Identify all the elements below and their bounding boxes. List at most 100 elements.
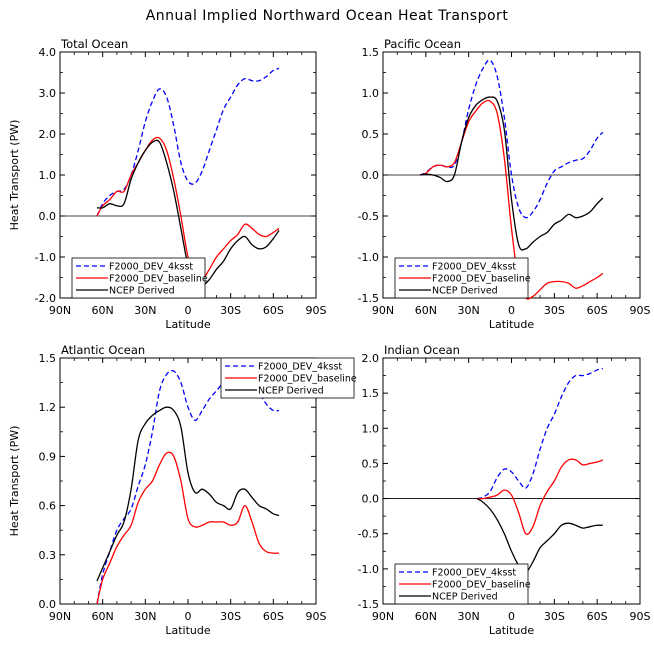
atlantic-ocean-xtick-label: 30S: [220, 610, 241, 623]
total-ocean-xlabel: Latitude: [165, 318, 211, 331]
pacific-ocean-ytick-label: 1.0: [362, 87, 380, 100]
indian-ocean-ytick-label: 2.0: [362, 352, 380, 365]
total-ocean-xtick-label: 30N: [134, 304, 156, 317]
atlantic-ocean-series-f2000-dev-4ksst: [96, 360, 280, 605]
atlantic-ocean-series-ncep-derived: [96, 406, 280, 582]
atlantic-ocean-legend-label-f2000-dev-baseline: F2000_DEV_baseline: [258, 374, 357, 385]
total-ocean-xtick-label: 60S: [263, 304, 284, 317]
pacific-ocean-series-ncep-derived: [420, 96, 604, 251]
total-ocean-xtick-label: 60N: [92, 304, 114, 317]
atlantic-ocean-ytick-label: 1.5: [39, 352, 57, 365]
atlantic-ocean-ylabel: Heat Transport (PW): [8, 426, 21, 537]
pacific-ocean-ytick-label: 1.5: [362, 46, 380, 59]
pacific-ocean-xtick-label: 60S: [587, 304, 608, 317]
pacific-ocean-xtick-label: 0: [508, 304, 515, 317]
indian-ocean-ytick-label: -1.5: [358, 598, 379, 611]
total-ocean-panel: Total Ocean -2.0 -1.0 0.0 1.0 2.0 3.0 4.0 90N 60N…: [8, 37, 327, 331]
indian-ocean-ytick-label: 0.5: [362, 457, 380, 470]
total-ocean-legend-label-f2000-dev-baseline: F2000_DEV_baseline: [109, 274, 208, 285]
indian-ocean-xlabel: Latitude: [489, 624, 535, 637]
atlantic-ocean-ytick-label: 0.9: [39, 450, 57, 463]
total-ocean-legend-label-f2000-dev-4ksst: F2000_DEV_4ksst: [109, 262, 193, 273]
pacific-ocean-legend-label-f2000-dev-baseline: F2000_DEV_baseline: [432, 274, 531, 285]
total-ocean-title: Total Ocean: [60, 37, 128, 51]
indian-ocean-series-f2000-dev-4ksst: [477, 367, 604, 500]
pacific-ocean-xtick-label: 90S: [630, 304, 651, 317]
total-ocean-ytick-label: 3.0: [39, 87, 57, 100]
pacific-ocean-xtick-label: 60N: [415, 304, 437, 317]
indian-ocean-ytick-label: -1.0: [358, 563, 379, 576]
pacific-ocean-title: Pacific Ocean: [384, 37, 461, 51]
atlantic-ocean-ytick-label: 0.3: [39, 549, 57, 562]
atlantic-ocean-xtick-label: 0: [185, 610, 192, 623]
indian-ocean-legend-label-f2000-dev-4ksst: F2000_DEV_4ksst: [432, 568, 516, 579]
total-ocean-legend-label-ncep-derived: NCEP Derived: [109, 286, 175, 297]
atlantic-ocean-ytick-label: 1.2: [39, 401, 57, 414]
indian-ocean-xtick-label: 30S: [544, 610, 565, 623]
indian-ocean-ytick-label: -0.5: [358, 528, 379, 541]
total-ocean-xtick-label: 0: [185, 304, 192, 317]
total-ocean-xtick-label: 90N: [49, 304, 71, 317]
total-ocean-ytick-label: 0.0: [39, 210, 57, 223]
indian-ocean-title: Indian Ocean: [384, 343, 460, 357]
pacific-ocean-series-f2000-dev-4ksst: [419, 59, 604, 219]
atlantic-ocean-title: Atlantic Ocean: [61, 343, 145, 357]
indian-ocean-series-ncep-derived: [476, 498, 603, 574]
total-ocean-ytick-label: 4.0: [39, 46, 57, 59]
panels: Total Ocean -2.0 -1.0 0.0 1.0 2.0 3.0 4.0 90N 60N…: [8, 37, 651, 637]
atlantic-ocean-legend-label-f2000-dev-4ksst: F2000_DEV_4ksst: [258, 362, 342, 373]
atlantic-ocean-xlabel: Latitude: [165, 624, 211, 637]
indian-ocean-legend-label-f2000-dev-baseline: F2000_DEV_baseline: [432, 580, 531, 591]
atlantic-ocean-xtick-label: 60S: [263, 610, 284, 623]
figure-title: Annual Implied Northward Ocean Heat Tran…: [146, 8, 509, 24]
pacific-ocean-panel: Pacific Ocean -1.5 -1.0 -0.5 0.0 0.5 1.0 1.5 90N…: [358, 37, 651, 331]
indian-ocean-legend-label-ncep-derived: NCEP Derived: [432, 592, 498, 603]
pacific-ocean-ytick-label: -1.5: [358, 292, 379, 305]
total-ocean-ytick-label: -1.0: [35, 251, 56, 264]
pacific-ocean-ytick-label: -1.0: [358, 251, 379, 264]
pacific-ocean-legend-label-ncep-derived: NCEP Derived: [432, 286, 498, 297]
total-ocean-ytick-label: -2.0: [35, 292, 56, 305]
atlantic-ocean-ytick-label: 0.6: [39, 500, 57, 513]
pacific-ocean-legend-label-f2000-dev-4ksst: F2000_DEV_4ksst: [432, 262, 516, 273]
indian-ocean-xtick-label: 60N: [415, 610, 437, 623]
indian-ocean-xtick-label: 90S: [630, 610, 651, 623]
indian-ocean-panel: Indian Ocean -1.5 -1.0 -0.5 0.0 0.5 1.0 1.5 2.0 9…: [358, 343, 651, 637]
indian-ocean-xtick-label: 0: [508, 610, 515, 623]
total-ocean-xtick-label: 90S: [306, 304, 327, 317]
total-ocean-ytick-label: 1.0: [39, 169, 57, 182]
total-ocean-series-f2000-dev-baseline: [96, 136, 280, 282]
indian-ocean-ytick-label: 1.5: [362, 387, 380, 400]
total-ocean-ytick-label: 2.0: [39, 128, 57, 141]
indian-ocean-ytick-label: 0.0: [362, 493, 380, 506]
atlantic-ocean-xtick-label: 30N: [134, 610, 156, 623]
indian-ocean-xtick-label: 60S: [587, 610, 608, 623]
total-ocean-xtick-label: 30S: [220, 304, 241, 317]
pacific-ocean-xtick-label: 30S: [544, 304, 565, 317]
indian-ocean-xtick-label: 30N: [458, 610, 480, 623]
atlantic-ocean-ytick-label: 0.0: [39, 598, 57, 611]
atlantic-ocean-xtick-label: 60N: [92, 610, 114, 623]
pacific-ocean-ytick-label: 0.5: [362, 128, 380, 141]
total-ocean-ylabel: Heat Transport (PW): [8, 120, 21, 231]
indian-ocean-series-f2000-dev-baseline: [477, 458, 604, 535]
pacific-ocean-ytick-label: 0.0: [362, 169, 380, 182]
pacific-ocean-ytick-label: -0.5: [358, 210, 379, 223]
pacific-ocean-xtick-label: 90N: [372, 304, 394, 317]
pacific-ocean-xtick-label: 30N: [458, 304, 480, 317]
atlantic-ocean-xtick-label: 90S: [306, 610, 327, 623]
atlantic-ocean-legend-label-ncep-derived: NCEP Derived: [258, 386, 324, 397]
total-ocean-series-f2000-dev-4ksst: [96, 67, 280, 217]
atlantic-ocean-series-f2000-dev-baseline: [96, 451, 280, 605]
pacific-ocean-series-f2000-dev-baseline: [419, 99, 604, 300]
indian-ocean-xtick-label: 90N: [372, 610, 394, 623]
pacific-ocean-xlabel: Latitude: [489, 318, 535, 331]
atlantic-ocean-panel: Atlantic Ocean 0.0 0.3 0.6 0.9 1.2 1.5 90N 60N 30…: [8, 343, 357, 637]
atlantic-ocean-xtick-label: 90N: [49, 610, 71, 623]
indian-ocean-ytick-label: 1.0: [362, 422, 380, 435]
